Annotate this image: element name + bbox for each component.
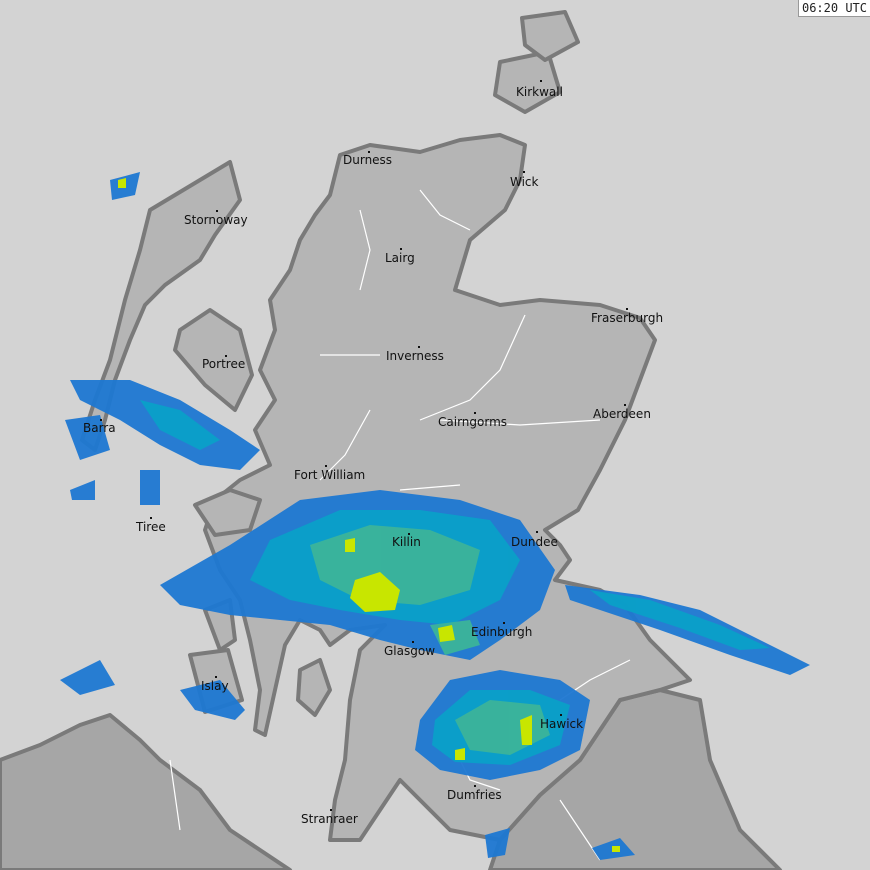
ireland xyxy=(0,713,292,870)
city-label-dundee: Dundee xyxy=(511,535,558,549)
city-label-tiree: Tiree xyxy=(136,520,166,534)
rain-south xyxy=(485,828,510,858)
city-label-stranraer: Stranraer xyxy=(301,812,358,826)
city-label-portree: Portree xyxy=(202,357,246,371)
rain-intense-core xyxy=(350,572,400,612)
timestamp-label: 06:20 UTC xyxy=(797,0,870,17)
city-marker xyxy=(474,785,476,787)
city-label-wick: Wick xyxy=(510,175,539,189)
orkney xyxy=(493,50,562,114)
city-marker xyxy=(408,533,410,535)
city-marker xyxy=(368,151,370,153)
rain-barra xyxy=(65,415,110,460)
city-label-dumfries: Dumfries xyxy=(447,788,502,802)
rain-west-islay xyxy=(60,660,115,695)
arran xyxy=(296,658,332,717)
city-marker xyxy=(418,346,420,348)
city-marker xyxy=(503,622,505,624)
mull xyxy=(193,488,262,537)
city-label-islay: Islay xyxy=(201,679,229,693)
city-label-fort-william: Fort William xyxy=(294,468,366,482)
city-label-inverness: Inverness xyxy=(386,349,444,363)
city-marker xyxy=(560,714,562,716)
city-marker xyxy=(540,80,542,82)
city-marker xyxy=(523,171,525,173)
city-marker xyxy=(225,355,227,357)
city-label-lairg: Lairg xyxy=(385,251,415,265)
city-label-aberdeen: Aberdeen xyxy=(593,407,651,421)
city-marker xyxy=(330,809,332,811)
city-marker xyxy=(400,248,402,250)
radar-precipitation xyxy=(60,172,810,860)
city-marker xyxy=(150,517,152,519)
city-marker xyxy=(325,465,327,467)
city-marker xyxy=(474,412,476,414)
city-label-edinburgh: Edinburgh xyxy=(471,625,533,639)
shetland xyxy=(520,10,580,62)
city-marker xyxy=(216,210,218,212)
land-scotland xyxy=(80,10,692,842)
city-marker xyxy=(215,676,217,678)
city-label-hawick: Hawick xyxy=(540,717,584,731)
city-marker xyxy=(624,404,626,406)
rain-coll xyxy=(70,480,95,500)
city-marker xyxy=(412,641,414,643)
city-marker xyxy=(100,419,102,421)
city-label-killin: Killin xyxy=(392,535,421,549)
city-label-barra: Barra xyxy=(83,421,116,435)
city-label-stornoway: Stornoway xyxy=(184,213,248,227)
city-marker xyxy=(626,308,628,310)
city-label-durness: Durness xyxy=(343,153,393,167)
city-label-fraserburgh: Fraserburgh xyxy=(591,311,664,325)
city-label-cairngorms: Cairngorms xyxy=(438,415,508,429)
city-marker xyxy=(536,531,538,533)
outer-hebrides xyxy=(80,160,242,452)
rain-islay xyxy=(180,680,245,720)
city-label-kirkwall: Kirkwall xyxy=(516,85,563,99)
skye xyxy=(173,308,254,412)
city-label-glasgow: Glasgow xyxy=(384,644,436,658)
rain-tiree xyxy=(140,470,160,505)
